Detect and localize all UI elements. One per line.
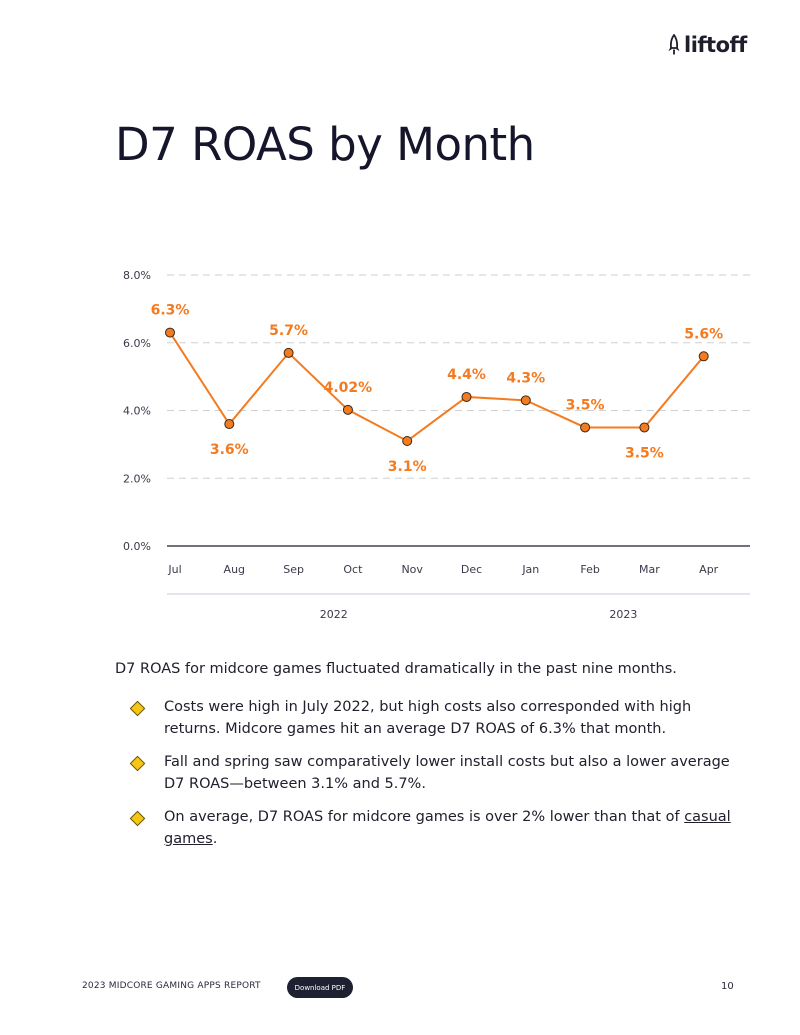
y-tick-label: 8.0% [123,269,151,282]
data-point [224,419,235,430]
x-tick-label: Mar [639,563,660,576]
data-point [580,422,591,433]
data-label: 5.6% [684,326,723,342]
bullet-text-2: Fall and spring saw comparatively lower … [164,754,730,792]
data-point [165,327,175,338]
bullet-text-3: On average, D7 ROAS for midcore games is… [164,809,680,825]
y-tick-label: 0.0% [123,540,151,553]
x-tick-label: Nov [401,563,423,576]
y-tick-label: 4.0% [123,405,151,418]
y-tick-label: 6.0% [123,337,151,350]
x-tick-label: Sep [283,563,304,576]
bullet-3-period: . [212,831,218,847]
bullet-text-1: Costs were high in July 2022, but high c… [164,699,692,737]
x-tick-label: Feb [580,563,599,576]
diamond-bullet-icon [129,810,146,827]
roas-line-chart: 0.0% 2.0% 4.0% 6.0% 8.0% Jul Aug Sep Oct Nov Dec J… [123,269,750,621]
bullet-list: Costs were high in July 2022, but high c… [128,696,738,861]
data-point [402,435,413,446]
data-label: 4.4% [447,367,486,383]
year-group-label: 2022 [320,608,348,621]
data-point [461,391,472,402]
x-tick-label: Apr [699,563,719,576]
data-label: 4.02% [324,380,373,396]
liftoff-logo: liftoff [667,33,747,57]
x-tick-label: Oct [343,563,363,576]
roas-series-line [169,332,705,443]
bullet-item-2: Fall and spring saw comparatively lower … [128,751,738,795]
page-number: 10 [721,981,734,992]
data-label: 6.3% [151,303,190,319]
report-title: 2023 MIDCORE GAMING APPS REPORT [82,981,261,991]
data-point [639,422,650,433]
bullet-item-1: Costs were high in July 2022, but high c… [128,696,738,740]
casual-games-link[interactable]: casual games [164,809,731,847]
data-label: 3.5% [625,445,664,461]
download-pdf-button[interactable]: Download PDF [287,977,353,998]
data-point [520,395,531,406]
page-title: D7 ROAS by Month [115,118,535,171]
diamond-bullet-icon [129,755,146,772]
year-group-label: 2023 [609,608,637,621]
x-tick-label: Jul [167,563,181,576]
rocket-icon [668,34,680,55]
data-label: 3.6% [210,442,249,458]
x-tick-label: Dec [461,563,482,576]
data-label: 4.3% [506,370,545,386]
y-tick-label: 2.0% [123,472,151,485]
bullet-item-3: On average, D7 ROAS for midcore games is… [128,806,738,850]
data-point [342,404,353,415]
data-label: 3.1% [388,459,427,475]
data-point [283,347,294,358]
diamond-bullet-icon [129,700,146,717]
data-point [698,351,709,362]
data-label: 5.7% [269,323,308,339]
x-tick-label: Jan [521,563,539,576]
x-tick-label: Aug [224,563,245,576]
brand-name: liftoff [684,33,747,57]
data-label: 3.5% [566,397,605,413]
intro-paragraph: D7 ROAS for midcore games fluctuated dra… [115,661,677,677]
